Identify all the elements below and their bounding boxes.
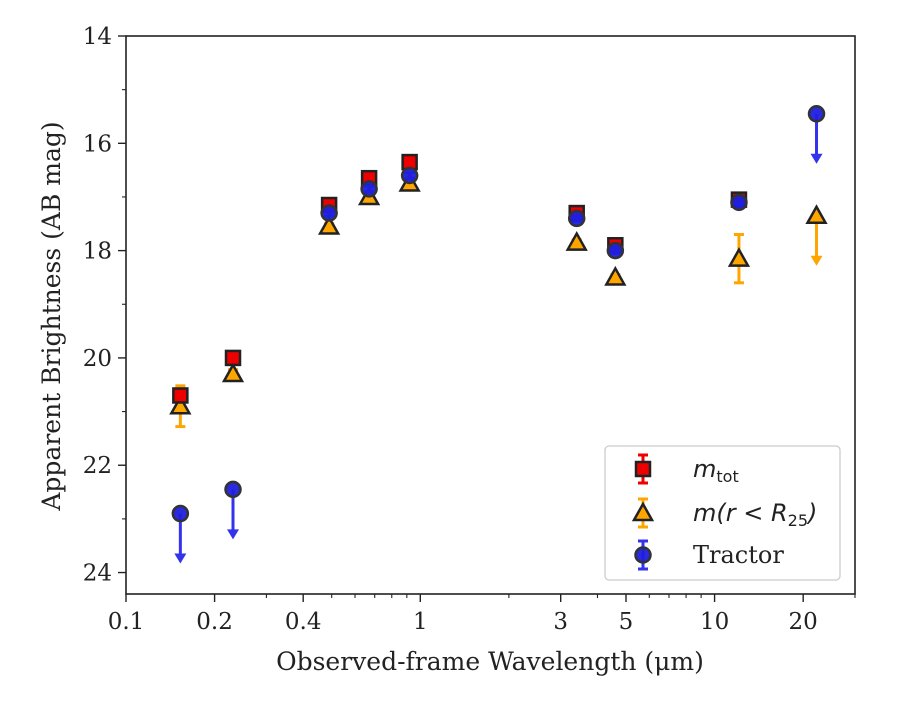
- triangle-marker: [604, 265, 627, 286]
- y-tick-label: 14: [83, 24, 112, 50]
- upper-limit-arrowhead: [174, 553, 187, 564]
- legend-label: mtot: [693, 455, 739, 486]
- data-point-aperture: [727, 233, 751, 285]
- legend: mtot m(r < R25) Tractor: [604, 445, 841, 581]
- data-point-tractor: [807, 105, 826, 164]
- triangle-marker: [565, 231, 588, 251]
- circle-marker: [807, 105, 826, 123]
- triangle-marker: [805, 204, 828, 224]
- series-aperture: [169, 171, 828, 429]
- series-tractor: [171, 105, 826, 564]
- y-axis-title: Apparent Brightness (AB mag): [37, 121, 66, 511]
- plot-area: [169, 105, 828, 564]
- data-point-mtot: [224, 349, 242, 367]
- circle-marker: [567, 209, 586, 228]
- circle-marker: [606, 241, 625, 260]
- upper-limit-arrowhead: [227, 529, 240, 540]
- data-point-tractor: [320, 204, 338, 222]
- data-point-mtot: [172, 387, 189, 404]
- data-point-aperture: [604, 265, 627, 286]
- data-point-tractor: [360, 180, 378, 198]
- circle-marker: [320, 204, 338, 222]
- circle-marker: [730, 193, 748, 212]
- data-point-aperture: [805, 204, 828, 266]
- x-tick-label: 3: [553, 609, 568, 635]
- data-point-tractor: [730, 193, 748, 212]
- circle-marker: [171, 504, 190, 523]
- circle-marker: [224, 480, 242, 499]
- legend-entry-tractor: Tractor: [634, 539, 784, 571]
- x-tick-label: 5: [619, 609, 634, 635]
- circle-marker: [360, 180, 378, 198]
- square-marker: [224, 349, 242, 367]
- triangle-marker: [631, 501, 655, 522]
- plot-frame: [125, 35, 856, 595]
- upper-limit-arrowhead: [810, 153, 823, 164]
- x-tick-label: 1: [413, 609, 428, 635]
- square-marker: [634, 460, 652, 478]
- x-tick-label: 0.4: [285, 609, 322, 635]
- upper-limit-arrowhead: [810, 255, 823, 266]
- y-tick-label: 18: [83, 239, 112, 265]
- circle-marker: [400, 166, 419, 185]
- data-point-tractor: [224, 480, 242, 540]
- legend-entry-mtot: mtot: [634, 453, 739, 486]
- y-tick-label: 16: [83, 131, 112, 157]
- data-point-aperture: [317, 214, 341, 235]
- y-tick-label: 24: [83, 561, 112, 587]
- triangle-marker: [727, 247, 751, 267]
- x-tick-label: 10: [700, 609, 729, 635]
- circle-marker: [634, 546, 652, 564]
- legend-frame: [604, 445, 841, 581]
- legend-label: m(r < R25): [693, 499, 817, 530]
- legend-entry-aperture: m(r < R25): [631, 497, 817, 530]
- data-point-aperture: [565, 231, 588, 251]
- axes: 14 16 18 20 22 24 0.1 0.2 0.4 1 3 5 10 20: [83, 24, 856, 635]
- y-tick-label: 20: [83, 346, 112, 372]
- data-point-aperture: [221, 362, 245, 383]
- data-point-tractor: [171, 504, 190, 564]
- data-point-tractor: [567, 209, 586, 228]
- data-point-tractor: [606, 241, 625, 260]
- y-tick-label: 22: [83, 453, 112, 479]
- triangle-marker: [221, 362, 245, 383]
- triangle-marker: [169, 394, 192, 415]
- triangle-marker: [317, 214, 341, 235]
- x-tick-label: 0.1: [108, 609, 145, 635]
- legend-label: Tractor: [693, 541, 784, 569]
- square-marker: [172, 387, 189, 404]
- data-point-tractor: [400, 166, 419, 185]
- x-tick-label: 0.2: [196, 609, 233, 635]
- x-tick-label: 20: [789, 609, 818, 635]
- x-axis-title: Observed-frame Wavelength (μm): [276, 647, 704, 676]
- series-mtot: [172, 153, 748, 404]
- data-point-aperture: [169, 384, 192, 429]
